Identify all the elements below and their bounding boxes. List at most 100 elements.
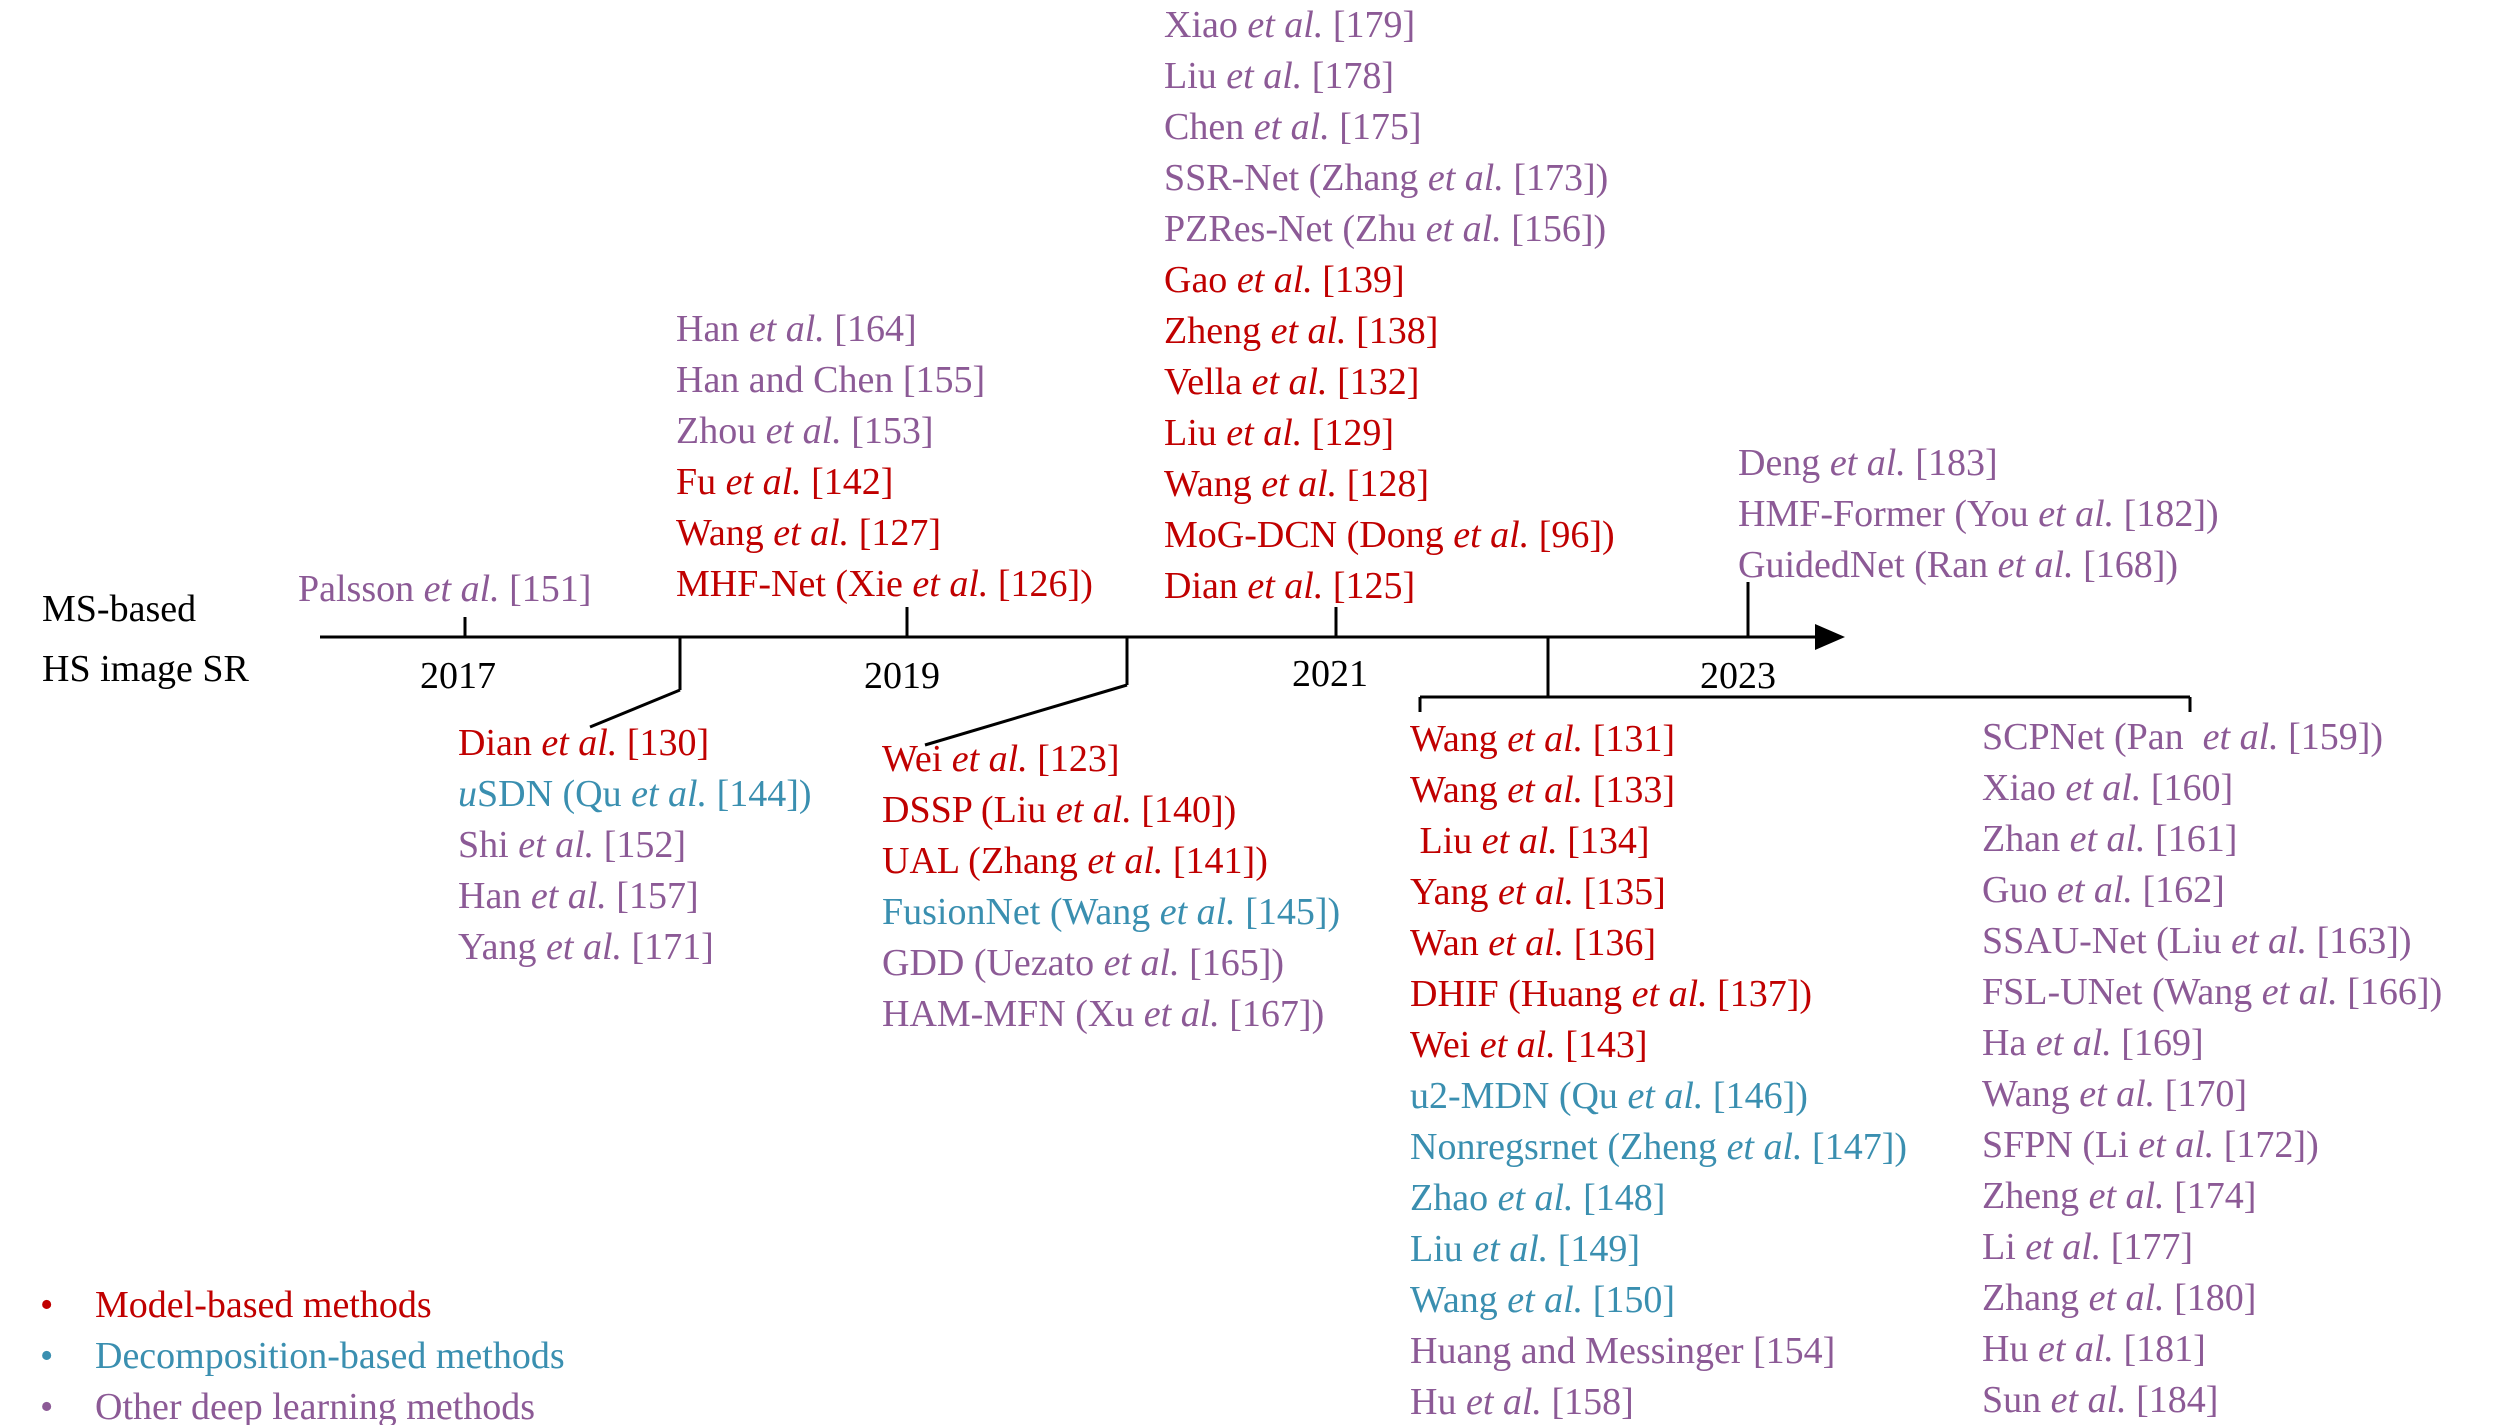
method-entry: MHF-Net (Xie et al. [126]) [676,559,1093,610]
entry-text: [134] [1557,820,1650,862]
entry-text: [163]) [2307,920,2412,962]
entry-text: [184] [2126,1379,2219,1421]
entry-italic-text: et al. [1261,463,1338,505]
method-entry: Deng et al. [183] [1738,438,2219,489]
method-entry: Yang et al. [135] [1410,867,1907,918]
method-entry: Ha et al. [169] [1982,1018,2442,1069]
entry-text: [128] [1337,463,1429,505]
entry-text: [133] [1583,769,1675,811]
method-entry: Nonregsrnet (Zheng et al. [147]) [1410,1122,1907,1173]
year-label-2019: 2019 [864,655,940,697]
entry-text: Liu [1410,1228,1473,1270]
entry-text: Deng [1738,442,1830,484]
method-entry: Zheng et al. [174] [1982,1171,2442,1222]
method-entry: Wang et al. [131] [1410,714,1907,765]
method-entry: Gao et al. [139] [1164,255,1615,306]
entry-italic-text: et al. [2050,1379,2127,1421]
entry-text: Guo [1982,869,2057,911]
entry-italic-text: et al. [1479,1024,1556,1066]
group-below-2018: Dian et al. [130] uSDN (Qu et al. [144]) S… [458,718,812,973]
entry-text: Palsson [298,568,424,610]
entry-text: [96]) [1529,514,1615,556]
method-entry: SSAU-Net (Liu et al. [163]) [1982,916,2442,967]
entry-text: Ha [1982,1022,2036,1064]
method-entry: Hu et al. [181] [1982,1324,2442,1375]
entry-italic-text: et al. [1247,565,1324,607]
method-entry: SFPN (Li et al. [172]) [1982,1120,2442,1171]
method-entry: Xiao et al. [160] [1982,763,2442,814]
entry-text: HMF-Former (You [1738,493,2039,535]
connector-2020 [924,683,1128,747]
entry-text: Shi [458,824,519,866]
entry-text: Wang [1164,463,1262,505]
entry-italic-text: et al. [1497,1177,1574,1219]
entry-text: Gao [1164,259,1237,301]
entry-text: Wang [1410,769,1508,811]
method-entry: Li et al. [177] [1982,1222,2442,1273]
entry-text: [127] [849,512,941,554]
method-entry: Liu et al. [134] [1410,816,1907,867]
entry-italic-text: et al. [1159,891,1236,933]
entry-text: [125] [1323,565,1416,607]
entry-text: [150] [1583,1279,1675,1321]
entry-text: Yang [1410,871,1499,913]
entry-italic-text: et al. [1453,514,1530,556]
method-entry: DSSP (Liu et al. [140]) [882,785,1340,836]
main-label-line2: HS image SR [42,648,249,690]
legend-item-model: • Model-based methods [40,1280,565,1331]
entry-italic-text: et al. [530,875,607,917]
entry-italic-text: et al. [2231,920,2308,962]
entry-text: [149] [1548,1228,1641,1270]
entry-text: [143] [1555,1024,1648,1066]
entry-italic-text: et al. [1997,544,2074,586]
method-entry: HAM-MFN (Xu et al. [167]) [882,989,1340,1040]
legend-bullet-other: • [40,1386,54,1425]
entry-italic-text: et al. [1507,718,1584,760]
entry-text: [129] [1302,412,1395,454]
entry-italic-text: et al. [1465,1381,1542,1423]
entry-text: Liu [1164,412,1227,454]
entry-italic-text: et al. [2065,767,2142,809]
entry-text: Huang and Messinger [154] [1410,1330,1836,1372]
entry-text: [179] [1323,4,1416,46]
entry-italic-text: et al. [1253,106,1330,148]
entry-italic-text: et al. [2038,493,2115,535]
method-entry: Hu et al. [158] [1410,1377,1907,1425]
entry-text: [137]) [1707,973,1813,1015]
entry-italic-text: et al. [1425,208,1502,250]
entry-text: [158] [1541,1381,1634,1423]
entry-text: [172]) [2214,1124,2319,1166]
entry-italic-text: et al. [773,512,850,554]
method-entry: Xiao et al. [179] [1164,0,1615,51]
entry-text: [171] [622,926,714,968]
entry-italic-text: et al. [765,410,842,452]
entry-text: GuidedNet (Ran [1738,544,1998,586]
entry-text: Dian [1164,565,1248,607]
year-label-2023: 2023 [1700,655,1776,697]
method-entry: Wei et al. [143] [1410,1020,1907,1071]
method-entry: Wang et al. [127] [676,508,1093,559]
entry-text: [168]) [2073,544,2179,586]
method-entry: UAL (Zhang et al. [141]) [882,836,1340,887]
method-entry: uSDN (Qu et al. [144]) [458,769,812,820]
method-entry: SSR-Net (Zhang et al. [173]) [1164,153,1615,204]
entry-text: [123] [1027,738,1120,780]
entry-text: [175] [1329,106,1422,148]
method-entry: SCPNet (Pan et al. [159]) [1982,712,2442,763]
entry-italic-text: et al. [423,568,500,610]
entry-text: Chen [1164,106,1254,148]
method-entry: Han and Chen [155] [676,355,1093,406]
entry-text: UAL (Zhang [882,840,1088,882]
entry-text: MHF-Net (Xie [676,563,913,605]
entry-italic-text: et al. [1726,1126,1803,1168]
method-entry: Han et al. [157] [458,871,812,922]
entry-italic-text: et al. [1481,820,1558,862]
method-entry: Zhan et al. [161] [1982,814,2442,865]
entry-italic-text: et al. [2138,1124,2215,1166]
entry-text: Liu [1410,820,1482,862]
entry-text: [180] [2164,1277,2257,1319]
entry-italic-text: et al. [2056,869,2133,911]
method-entry: Zheng et al. [138] [1164,306,1615,357]
group-below-2022-right: SCPNet (Pan et al. [159]) Xiao et al. [16… [1982,712,2442,1425]
entry-text: Wang [1982,1073,2080,1115]
